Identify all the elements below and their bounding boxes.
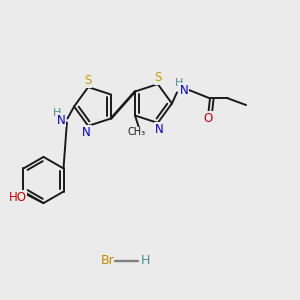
- Text: S: S: [85, 74, 92, 87]
- Text: N: N: [82, 126, 91, 139]
- Text: Br: Br: [100, 254, 114, 268]
- Text: H: H: [141, 254, 150, 268]
- Text: N: N: [155, 123, 164, 136]
- Text: H: H: [175, 78, 184, 88]
- Text: N: N: [179, 83, 188, 97]
- Text: N: N: [57, 113, 66, 127]
- Text: HO: HO: [8, 191, 26, 204]
- Text: S: S: [154, 71, 161, 84]
- Text: O: O: [204, 112, 213, 125]
- Text: H: H: [52, 108, 61, 118]
- Text: CH₃: CH₃: [128, 127, 146, 137]
